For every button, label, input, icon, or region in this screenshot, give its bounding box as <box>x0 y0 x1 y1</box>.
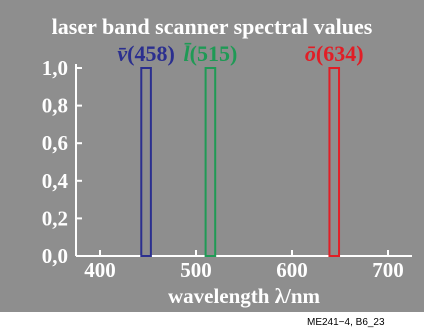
series-label: ō(634) <box>305 41 364 66</box>
x-tick-label: 700 <box>372 258 404 282</box>
x-tick-label: 500 <box>180 258 212 282</box>
x-axis-label: wavelength λ/nm <box>168 284 321 308</box>
y-tick-label: 0,0 <box>42 244 68 268</box>
chart-panel <box>0 0 424 312</box>
y-tick-label: 0,4 <box>42 169 69 193</box>
figure-credit: ME241−4, B6_23 <box>307 317 385 328</box>
spectral-band-bar <box>204 67 217 257</box>
spectral-band-bar <box>140 67 152 257</box>
spectral-band-bar <box>328 67 341 257</box>
x-tick-label: 600 <box>276 258 308 282</box>
y-tick-label: 1,0 <box>42 56 68 80</box>
y-tick-label: 0,6 <box>42 131 68 155</box>
chart-title: laser band scanner spectral values <box>51 14 373 39</box>
y-tick-label: 0,8 <box>42 94 68 118</box>
series-label: l̄(515) <box>184 41 238 66</box>
chart-svg: 0,0 0,2 0,4 0,6 0,8 1,0 400 500 600 700 wavelength… <box>42 41 412 308</box>
series-label: v̄(458) <box>117 41 174 66</box>
y-tick-label: 0,2 <box>42 206 68 230</box>
x-tick-label: 400 <box>84 258 116 282</box>
